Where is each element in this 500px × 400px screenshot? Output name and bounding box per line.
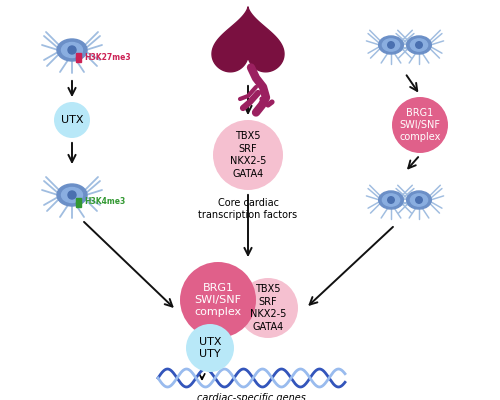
Ellipse shape xyxy=(410,194,428,206)
Circle shape xyxy=(180,262,256,338)
Polygon shape xyxy=(212,7,284,72)
Circle shape xyxy=(213,120,283,190)
Ellipse shape xyxy=(410,39,428,51)
Circle shape xyxy=(238,278,298,338)
Circle shape xyxy=(68,191,76,199)
Text: TBX5
SRF
NKX2-5
GATA4: TBX5 SRF NKX2-5 GATA4 xyxy=(250,284,286,332)
Ellipse shape xyxy=(382,39,400,51)
Text: BRG1
SWI/SNF
complex: BRG1 SWI/SNF complex xyxy=(400,108,440,142)
Circle shape xyxy=(388,197,394,203)
Ellipse shape xyxy=(406,36,432,54)
Ellipse shape xyxy=(378,36,404,54)
Text: H3K27me3: H3K27me3 xyxy=(84,52,130,62)
Bar xyxy=(76,52,80,58)
Circle shape xyxy=(54,102,90,138)
Circle shape xyxy=(392,97,448,153)
Bar xyxy=(76,202,80,206)
Text: BRG1
SWI/SNF
complex: BRG1 SWI/SNF complex xyxy=(194,282,242,318)
Text: TBX5
SRF
NKX2-5
GATA4: TBX5 SRF NKX2-5 GATA4 xyxy=(230,131,266,178)
Text: H3K4me3: H3K4me3 xyxy=(84,198,125,206)
Circle shape xyxy=(388,42,394,48)
Ellipse shape xyxy=(406,191,432,209)
Bar xyxy=(76,56,80,62)
Ellipse shape xyxy=(382,194,400,206)
Ellipse shape xyxy=(57,184,87,206)
Circle shape xyxy=(186,324,234,372)
Ellipse shape xyxy=(378,191,404,209)
Text: Core cardiac
transcription factors: Core cardiac transcription factors xyxy=(198,198,298,220)
Circle shape xyxy=(416,197,422,203)
Ellipse shape xyxy=(62,188,82,202)
Text: UTX: UTX xyxy=(61,115,83,125)
Text: UTX
UTY: UTX UTY xyxy=(199,337,221,359)
Ellipse shape xyxy=(57,39,87,61)
Circle shape xyxy=(416,42,422,48)
Ellipse shape xyxy=(62,42,82,58)
Text: cardiac-specific genes: cardiac-specific genes xyxy=(197,393,306,400)
Bar xyxy=(76,198,80,202)
Circle shape xyxy=(68,46,76,54)
